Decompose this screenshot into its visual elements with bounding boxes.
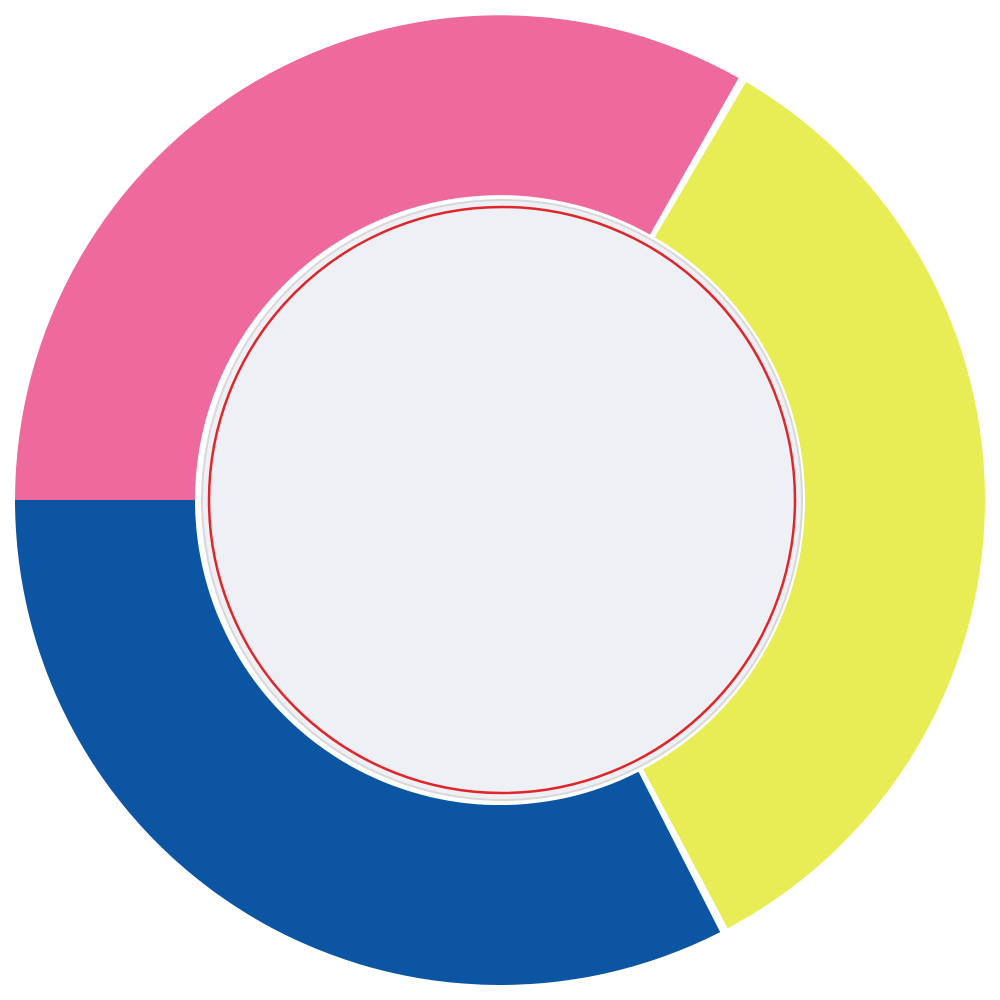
center-disc bbox=[201, 199, 803, 801]
red-ring bbox=[207, 205, 797, 795]
blue-segment bbox=[15, 500, 721, 985]
yellow-segment bbox=[643, 82, 985, 929]
pink-segment bbox=[15, 15, 739, 500]
